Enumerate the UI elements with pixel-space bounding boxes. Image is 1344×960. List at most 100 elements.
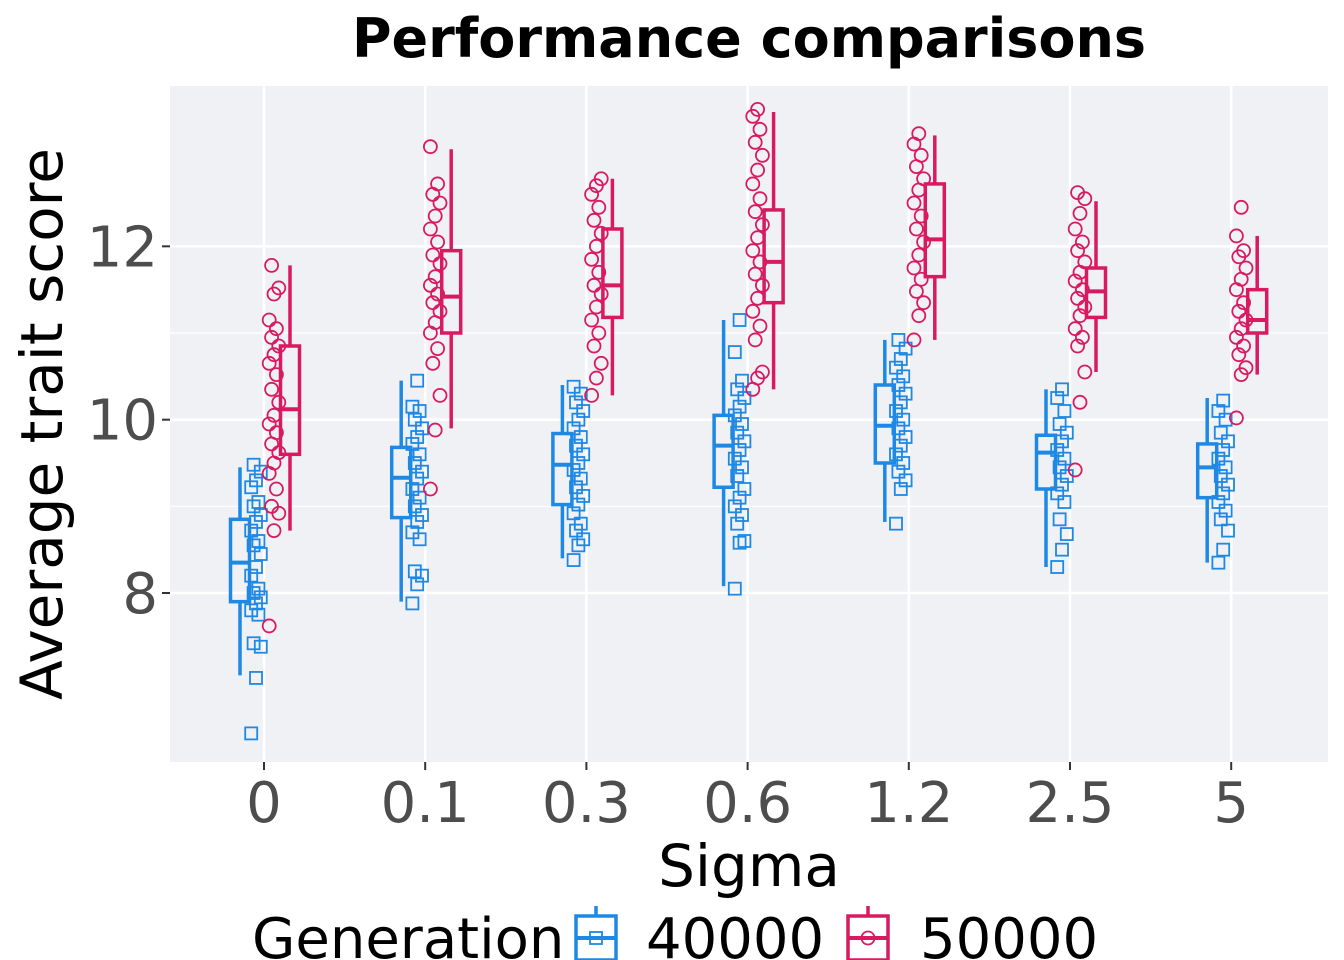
- data-point: [586, 212, 602, 228]
- data-point: [427, 269, 443, 285]
- data-point: [1231, 347, 1247, 363]
- box: [278, 344, 302, 457]
- data-point: [266, 523, 282, 538]
- data-point: [1211, 555, 1226, 570]
- data-point: [1211, 404, 1226, 418]
- series-50000: [261, 102, 1269, 634]
- data-point: [412, 490, 427, 505]
- axis-ticks: 8 10 12 0 0.1 0.3 0.6 1.2 2.5 5: [87, 215, 1249, 836]
- data-point: [752, 191, 768, 207]
- data-point: [727, 345, 742, 359]
- data-point: [573, 386, 588, 401]
- data-point: [410, 577, 425, 592]
- data-point: [1055, 382, 1069, 397]
- data-point: [569, 438, 583, 453]
- data-point: [913, 271, 929, 287]
- data-point: [1238, 360, 1254, 376]
- data-point: [1067, 273, 1083, 289]
- data-point: [1050, 443, 1065, 457]
- legend-key-50000: [846, 906, 890, 960]
- data-point: [249, 515, 263, 529]
- data-point: [1213, 469, 1228, 483]
- data-point: [410, 430, 425, 444]
- data-point: [1067, 462, 1083, 478]
- data-point: [911, 308, 927, 324]
- data-point: [727, 499, 742, 514]
- data-point: [271, 280, 287, 296]
- data-point: [1070, 243, 1085, 259]
- data-point: [573, 471, 588, 486]
- legend-key-marker: [860, 930, 876, 946]
- data-point: [249, 473, 263, 488]
- data-point: [422, 221, 438, 237]
- data-point: [425, 355, 441, 371]
- data-point: [737, 534, 752, 548]
- data-point: [893, 438, 908, 453]
- data-point: [264, 498, 280, 514]
- data-point: [1050, 486, 1065, 501]
- data-point: [1213, 425, 1228, 440]
- data-point: [1216, 393, 1231, 408]
- data-point: [271, 445, 287, 461]
- data-point: [909, 221, 924, 237]
- data-point: [909, 283, 924, 299]
- data-point: [268, 481, 284, 497]
- data-point: [730, 516, 745, 531]
- data-point: [425, 247, 441, 263]
- data-point: [737, 391, 752, 405]
- data-point: [422, 481, 438, 497]
- data-point: [906, 332, 922, 348]
- data-point: [745, 303, 761, 319]
- data-point: [755, 364, 770, 380]
- data-point: [569, 480, 583, 495]
- data-point: [573, 430, 588, 444]
- data-point: [566, 421, 581, 436]
- data-point: [584, 312, 599, 328]
- data-point: [425, 295, 441, 311]
- data-point: [244, 726, 259, 741]
- data-point: [1077, 364, 1093, 380]
- data-point: [1072, 308, 1088, 324]
- data-point: [584, 251, 599, 267]
- data-point: [589, 299, 604, 315]
- data-point: [246, 636, 261, 651]
- data-point: [1238, 260, 1254, 276]
- data-point: [566, 463, 581, 477]
- data-point: [264, 381, 280, 397]
- data-point: [1229, 228, 1244, 244]
- data-point: [1216, 486, 1231, 501]
- y-tick-label: 8: [122, 562, 158, 627]
- data-point: [745, 243, 761, 259]
- data-point: [732, 399, 747, 414]
- legend-title: Generation: [252, 907, 564, 960]
- data-point: [589, 370, 604, 386]
- data-point: [261, 416, 277, 432]
- data-point: [566, 553, 581, 567]
- data-point: [1050, 391, 1065, 405]
- data-point: [891, 378, 906, 392]
- data-point: [1211, 495, 1226, 509]
- data-point: [1216, 542, 1231, 557]
- data-point: [566, 506, 581, 521]
- data-point: [407, 499, 422, 514]
- data-point: [732, 313, 747, 327]
- data-point: [246, 499, 261, 514]
- data-point: [732, 490, 747, 505]
- data-point: [591, 264, 607, 280]
- data-point: [1052, 512, 1067, 527]
- data-point: [405, 399, 420, 414]
- data-point: [576, 532, 591, 547]
- data-point: [249, 560, 263, 574]
- plot-panel: [170, 86, 1328, 762]
- data-point: [1229, 410, 1244, 426]
- data-point: [1072, 394, 1088, 410]
- data-point: [271, 394, 287, 410]
- data-point: [246, 538, 261, 553]
- data-point: [244, 523, 259, 538]
- data-point: [1218, 460, 1233, 475]
- data-point: [1077, 299, 1093, 315]
- data-point: [422, 277, 438, 293]
- data-point: [566, 379, 581, 394]
- data-point: [268, 425, 284, 441]
- data-point: [405, 482, 420, 496]
